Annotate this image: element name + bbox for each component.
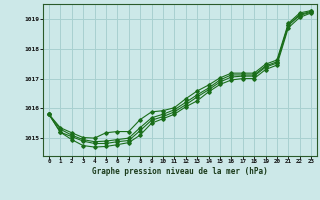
X-axis label: Graphe pression niveau de la mer (hPa): Graphe pression niveau de la mer (hPa) [92,167,268,176]
